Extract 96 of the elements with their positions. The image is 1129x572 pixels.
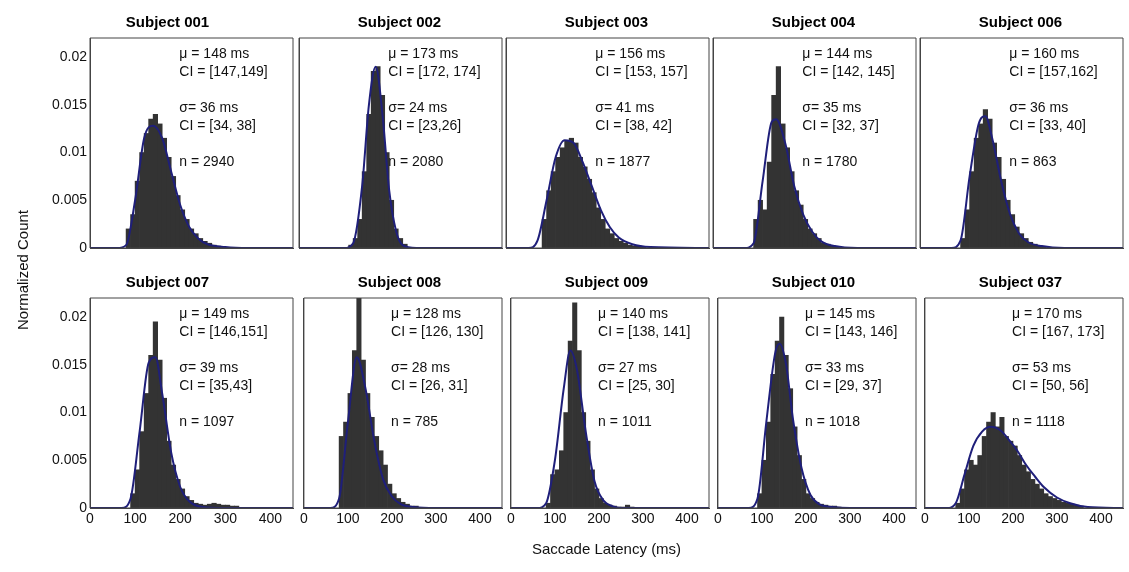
annotation: n = 1877 (595, 152, 651, 169)
x-tick-label: 300 (631, 510, 655, 527)
x-tick-label: 100 (336, 510, 360, 527)
y-tick-label: 0.02 (59, 307, 88, 324)
annotation: n = 1097 (179, 412, 235, 429)
y-tick-label: 0.005 (51, 191, 88, 208)
annotation: CI = [26, 31] (391, 376, 468, 393)
annotation: CI = [138, 141] (598, 322, 691, 339)
x-tick-label: 300 (838, 510, 862, 527)
x-axis-title: Saccade Latency (ms) (531, 540, 682, 557)
annotation: σ= 53 ms (1012, 358, 1071, 375)
annotation: σ= 28 ms (391, 358, 450, 375)
chart-title: Subject 006 (978, 13, 1063, 31)
annotation: CI = [142, 145] (802, 62, 895, 79)
y-tick-label: 0.015 (51, 355, 88, 372)
annotation: n = 1011 (598, 412, 653, 429)
x-tick-label: 200 (1001, 510, 1025, 527)
x-tick-label: 200 (794, 510, 818, 527)
annotation: n = 2080 (388, 152, 444, 169)
annotation: σ= 24 ms (388, 98, 448, 115)
annotation: n = 1118 (1012, 412, 1066, 429)
chart-title: Subject 001 (125, 13, 210, 31)
chart-title: Subject 003 (564, 13, 649, 31)
x-tick-label: 400 (882, 510, 906, 527)
chart-title: Subject 037 (978, 273, 1063, 291)
x-tick-label: 300 (213, 510, 238, 527)
y-tick-label: 0 (79, 238, 88, 255)
x-tick-label: 0 (299, 510, 308, 527)
annotation: CI = [50, 56] (1012, 376, 1089, 393)
chart-title: Subject 010 (771, 273, 856, 291)
y-tick-label: 0.01 (59, 403, 88, 420)
annotation: CI = [32, 37] (802, 116, 879, 133)
annotation: n = 863 (1009, 152, 1057, 169)
annotation: n = 2940 (179, 152, 235, 169)
annotation: μ = 149 ms (179, 304, 250, 321)
x-tick-label: 100 (543, 510, 567, 527)
x-tick-label: 400 (468, 510, 492, 527)
annotation: n = 1780 (802, 152, 858, 169)
annotation: σ= 39 ms (179, 358, 239, 375)
annotation: μ = 140 ms (598, 304, 668, 321)
annotation: CI = [25, 30] (598, 376, 675, 393)
annotation: μ = 145 ms (805, 304, 875, 321)
chart-title: Subject 004 (771, 13, 856, 31)
chart-title: Subject 007 (125, 273, 210, 291)
annotation: CI = [126, 130] (391, 322, 484, 339)
x-tick-label: 400 (258, 510, 283, 527)
x-tick-label: 0 (713, 510, 722, 527)
annotation: σ= 27 ms (598, 358, 657, 375)
x-tick-label: 100 (123, 510, 147, 527)
x-tick-label: 100 (750, 510, 774, 527)
x-tick-label: 200 (168, 510, 193, 527)
chart-title: Subject 002 (357, 13, 442, 31)
x-tick-label: 0 (506, 510, 515, 527)
chart-title: Subject 009 (564, 273, 649, 291)
y-tick-label: 0.01 (59, 143, 88, 160)
annotation: n = 785 (391, 412, 439, 429)
annotation: μ = 156 ms (595, 44, 666, 61)
annotation: σ= 41 ms (595, 98, 655, 115)
x-tick-label: 300 (1045, 510, 1069, 527)
annotation: μ = 148 ms (179, 44, 250, 61)
annotation: σ= 36 ms (179, 98, 239, 115)
x-tick-label: 200 (587, 510, 611, 527)
annotation: CI = [34, 38] (179, 116, 256, 133)
x-tick-label: 400 (1089, 510, 1113, 527)
annotation: CI = [143, 146] (805, 322, 898, 339)
x-tick-label: 0 (920, 510, 929, 527)
annotation: CI = [23,26] (388, 116, 462, 133)
annotation: CI = [33, 40] (1009, 116, 1086, 133)
annotation: CI = [147,149] (179, 62, 268, 79)
y-axis-title: Normalized Count (13, 209, 31, 331)
annotation: σ= 36 ms (1009, 98, 1069, 115)
annotation: CI = [146,151] (179, 322, 268, 339)
annotation: CI = [38, 42] (595, 116, 672, 133)
annotation: n = 1018 (805, 412, 861, 429)
annotation: σ= 33 ms (805, 358, 864, 375)
annotation: μ = 144 ms (802, 44, 873, 61)
annotation: CI = [35,43] (179, 376, 253, 393)
annotation: μ = 128 ms (391, 304, 461, 321)
annotation: μ = 170 ms (1012, 304, 1082, 321)
y-tick-label: 0 (79, 498, 88, 515)
annotation: CI = [29, 37] (805, 376, 882, 393)
annotation: CI = [157,162] (1009, 62, 1098, 79)
x-tick-label: 400 (675, 510, 699, 527)
chart-title: Subject 008 (357, 273, 442, 291)
y-tick-label: 0.005 (51, 451, 88, 468)
x-tick-label: 300 (424, 510, 448, 527)
y-tick-label: 0.015 (51, 95, 88, 112)
annotation: σ= 35 ms (802, 98, 862, 115)
annotation: CI = [153, 157] (595, 62, 688, 79)
y-tick-label: 0.02 (59, 47, 88, 64)
x-tick-label: 100 (957, 510, 981, 527)
annotation: μ = 160 ms (1009, 44, 1080, 61)
annotation: μ = 173 ms (388, 44, 459, 61)
annotation: CI = [167, 173] (1012, 322, 1105, 339)
annotation: CI = [172, 174] (388, 62, 481, 79)
x-tick-label: 200 (380, 510, 404, 527)
